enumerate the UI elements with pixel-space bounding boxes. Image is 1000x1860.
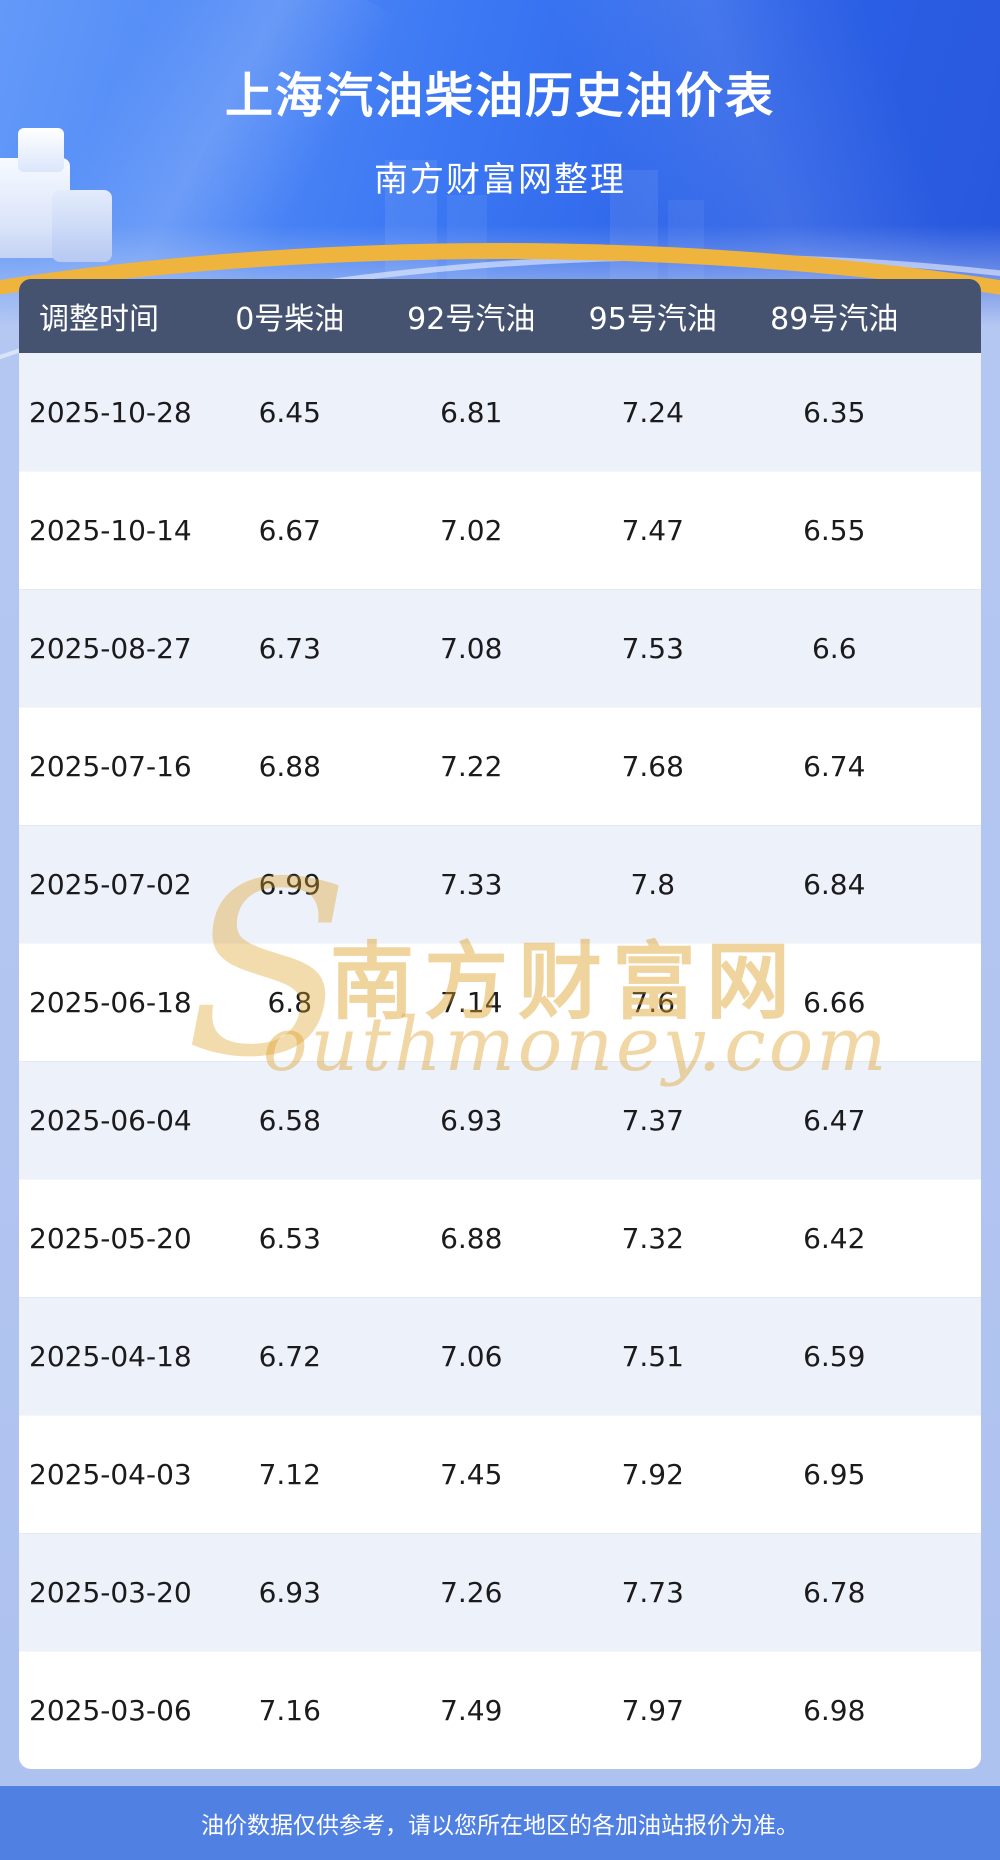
cell-gasoline-89-price: 6.95 <box>803 1458 866 1491</box>
cell-diesel-0-price: 7.16 <box>258 1694 321 1727</box>
cell-diesel-0-price: 6.72 <box>258 1340 321 1373</box>
column-header-date: 调整时间 <box>39 302 159 337</box>
footer-disclaimer-bar: 油价数据仅供参考，请以您所在地区的各加油站报价为准。 <box>0 1786 1000 1860</box>
table-row: 2025-03-06 7.16 7.49 7.97 6.98 <box>19 1651 981 1769</box>
cell-gasoline-92-price: 7.08 <box>440 632 503 665</box>
table-row: 2025-07-16 6.88 7.22 7.68 6.74 <box>19 707 981 825</box>
cell-gasoline-92-price: 6.93 <box>440 1104 503 1137</box>
cell-gasoline-95-price: 7.32 <box>621 1222 684 1255</box>
block-decoration <box>18 128 64 172</box>
cell-adjustment-date: 2025-07-02 <box>29 868 192 901</box>
cell-gasoline-89-price: 6.84 <box>803 868 866 901</box>
table-row: 2025-10-14 6.67 7.02 7.47 6.55 <box>19 471 981 589</box>
column-header-gasoline-95: 95号汽油 <box>588 302 717 337</box>
cell-gasoline-92-price: 7.14 <box>440 986 503 1019</box>
cell-diesel-0-price: 6.58 <box>258 1104 321 1137</box>
cell-gasoline-92-price: 7.45 <box>440 1458 503 1491</box>
cell-gasoline-95-price: 7.92 <box>621 1458 684 1491</box>
cell-gasoline-95-price: 7.68 <box>621 750 684 783</box>
cell-adjustment-date: 2025-08-27 <box>29 632 192 665</box>
cell-adjustment-date: 2025-10-14 <box>29 514 192 547</box>
table-header: 调整时间 0号柴油 92号汽油 95号汽油 89号汽油 <box>19 279 981 353</box>
cell-adjustment-date: 2025-07-16 <box>29 750 192 783</box>
cell-gasoline-89-price: 6.98 <box>803 1694 866 1727</box>
cell-diesel-0-price: 6.88 <box>258 750 321 783</box>
cell-adjustment-date: 2025-04-18 <box>29 1340 192 1373</box>
cell-gasoline-95-price: 7.73 <box>621 1576 684 1609</box>
cell-gasoline-89-price: 6.66 <box>803 986 866 1019</box>
cell-gasoline-89-price: 6.47 <box>803 1104 866 1137</box>
cell-gasoline-95-price: 7.53 <box>621 632 684 665</box>
price-table: 调整时间 0号柴油 92号汽油 95号汽油 89号汽油 2025-10-28 6… <box>19 279 981 1769</box>
cell-diesel-0-price: 6.73 <box>258 632 321 665</box>
cell-gasoline-89-price: 6.78 <box>803 1576 866 1609</box>
table-row: 2025-05-20 6.53 6.88 7.32 6.42 <box>19 1179 981 1297</box>
cell-adjustment-date: 2025-03-20 <box>29 1576 192 1609</box>
cell-gasoline-89-price: 6.55 <box>803 514 866 547</box>
cell-adjustment-date: 2025-06-04 <box>29 1104 192 1137</box>
cell-diesel-0-price: 6.99 <box>258 868 321 901</box>
table-body: 2025-10-28 6.45 6.81 7.24 6.35 2025-10-1… <box>19 353 981 1769</box>
cell-gasoline-89-price: 6.42 <box>803 1222 866 1255</box>
cell-gasoline-89-price: 6.74 <box>803 750 866 783</box>
table-row: 2025-04-03 7.12 7.45 7.92 6.95 <box>19 1415 981 1533</box>
cell-gasoline-92-price: 7.49 <box>440 1694 503 1727</box>
table-row: 2025-08-27 6.73 7.08 7.53 6.6 <box>19 589 981 707</box>
table-row: 2025-06-04 6.58 6.93 7.37 6.47 <box>19 1061 981 1179</box>
cell-gasoline-95-price: 7.47 <box>621 514 684 547</box>
cell-gasoline-92-price: 7.02 <box>440 514 503 547</box>
column-header-diesel-0: 0号柴油 <box>235 302 345 337</box>
cell-gasoline-92-price: 7.33 <box>440 868 503 901</box>
column-header-gasoline-92: 92号汽油 <box>407 302 536 337</box>
page-title: 上海汽油柴油历史油价表 <box>224 68 775 124</box>
cell-adjustment-date: 2025-06-18 <box>29 986 192 1019</box>
cell-gasoline-92-price: 7.06 <box>440 1340 503 1373</box>
table-row: 2025-07-02 6.99 7.33 7.8 6.84 <box>19 825 981 943</box>
table-row: 2025-10-28 6.45 6.81 7.24 6.35 <box>19 353 981 471</box>
table-row: 2025-06-18 6.8 7.14 7.6 6.66 <box>19 943 981 1061</box>
column-header-gasoline-89: 89号汽油 <box>770 302 899 337</box>
cell-gasoline-89-price: 6.6 <box>811 632 857 665</box>
cell-gasoline-95-price: 7.24 <box>621 395 684 429</box>
cell-adjustment-date: 2025-10-28 <box>29 395 192 429</box>
cell-diesel-0-price: 7.12 <box>258 1458 321 1491</box>
cell-gasoline-95-price: 7.37 <box>621 1104 684 1137</box>
cell-gasoline-89-price: 6.59 <box>803 1340 866 1373</box>
table-row: 2025-04-18 6.72 7.06 7.51 6.59 <box>19 1297 981 1415</box>
cell-diesel-0-price: 6.8 <box>267 986 313 1019</box>
cell-diesel-0-price: 6.53 <box>258 1222 321 1255</box>
cell-gasoline-89-price: 6.35 <box>803 395 866 429</box>
cell-adjustment-date: 2025-04-03 <box>29 1458 192 1491</box>
table-row: 2025-03-20 6.93 7.26 7.73 6.78 <box>19 1533 981 1651</box>
cell-gasoline-95-price: 7.97 <box>621 1694 684 1727</box>
cell-gasoline-92-price: 6.88 <box>440 1222 503 1255</box>
cell-adjustment-date: 2025-05-20 <box>29 1222 192 1255</box>
cell-diesel-0-price: 6.45 <box>258 395 321 429</box>
cell-gasoline-92-price: 6.81 <box>440 395 503 429</box>
cell-gasoline-95-price: 7.51 <box>621 1340 684 1373</box>
cell-diesel-0-price: 6.93 <box>258 1576 321 1609</box>
cell-diesel-0-price: 6.67 <box>258 514 321 547</box>
page-subtitle: 南方财富网整理 <box>374 160 626 200</box>
cell-gasoline-92-price: 7.26 <box>440 1576 503 1609</box>
footer-disclaimer-text: 油价数据仅供参考，请以您所在地区的各加油站报价为准。 <box>201 1813 799 1839</box>
cell-adjustment-date: 2025-03-06 <box>29 1694 192 1727</box>
cell-gasoline-95-price: 7.8 <box>630 868 676 901</box>
cell-gasoline-92-price: 7.22 <box>440 750 503 783</box>
cell-gasoline-95-price: 7.6 <box>630 986 676 1019</box>
